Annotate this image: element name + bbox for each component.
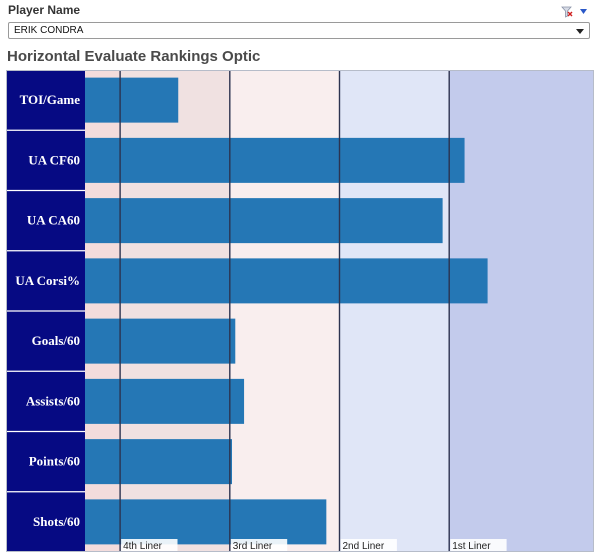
category-cell [6,70,85,131]
tick-label-bg [450,539,507,551]
filter-label: Player Name [8,3,81,17]
tick-label-bg [230,539,288,551]
filter-controls[interactable] [560,6,590,18]
band-4 [449,70,594,552]
tick-label: 1st Liner [452,541,491,552]
bar[interactable] [85,439,232,485]
tick-label-bg [121,539,178,551]
chevron-down-icon [576,29,584,34]
category-cell [6,431,85,492]
category-cell [6,371,85,432]
category-cell [6,311,85,372]
dropdown-value: ERIK CONDRA [14,25,84,36]
bar[interactable] [85,378,245,424]
bar[interactable] [85,318,236,364]
category-cell [6,250,85,311]
tick-label: 4th Liner [123,541,163,552]
menu-chevron-icon[interactable] [580,9,587,14]
category-cell [6,130,85,191]
category-label: Goals/60 [32,333,80,348]
clear-filter-icon[interactable] [561,6,573,18]
player-name-dropdown[interactable]: ERIK CONDRA [8,22,590,39]
category-label: UA Corsi% [15,273,80,288]
category-cell [6,190,85,251]
category-label: TOI/Game [20,92,81,107]
category-label: Points/60 [29,454,80,469]
category-label: Shots/60 [33,514,80,529]
bar[interactable] [85,258,488,304]
chart-title: Horizontal Evaluate Rankings Optic [7,48,261,65]
rankings-chart: TOI/Game UA CF60 UA CA60 UA Corsi% Goals/60 A… [6,70,594,552]
tick-label-bg [340,539,397,551]
bar[interactable] [85,198,443,244]
bar[interactable] [85,137,465,183]
tick-label: 3rd Liner [233,541,273,552]
category-label: UA CF60 [28,152,80,167]
chart-frame [6,70,594,552]
bar[interactable] [85,499,327,545]
category-label: UA CA60 [27,213,80,228]
category-label: Assists/60 [26,393,80,408]
bar[interactable] [85,77,179,123]
tick-label: 2nd Liner [343,541,385,552]
category-cell [6,491,85,552]
